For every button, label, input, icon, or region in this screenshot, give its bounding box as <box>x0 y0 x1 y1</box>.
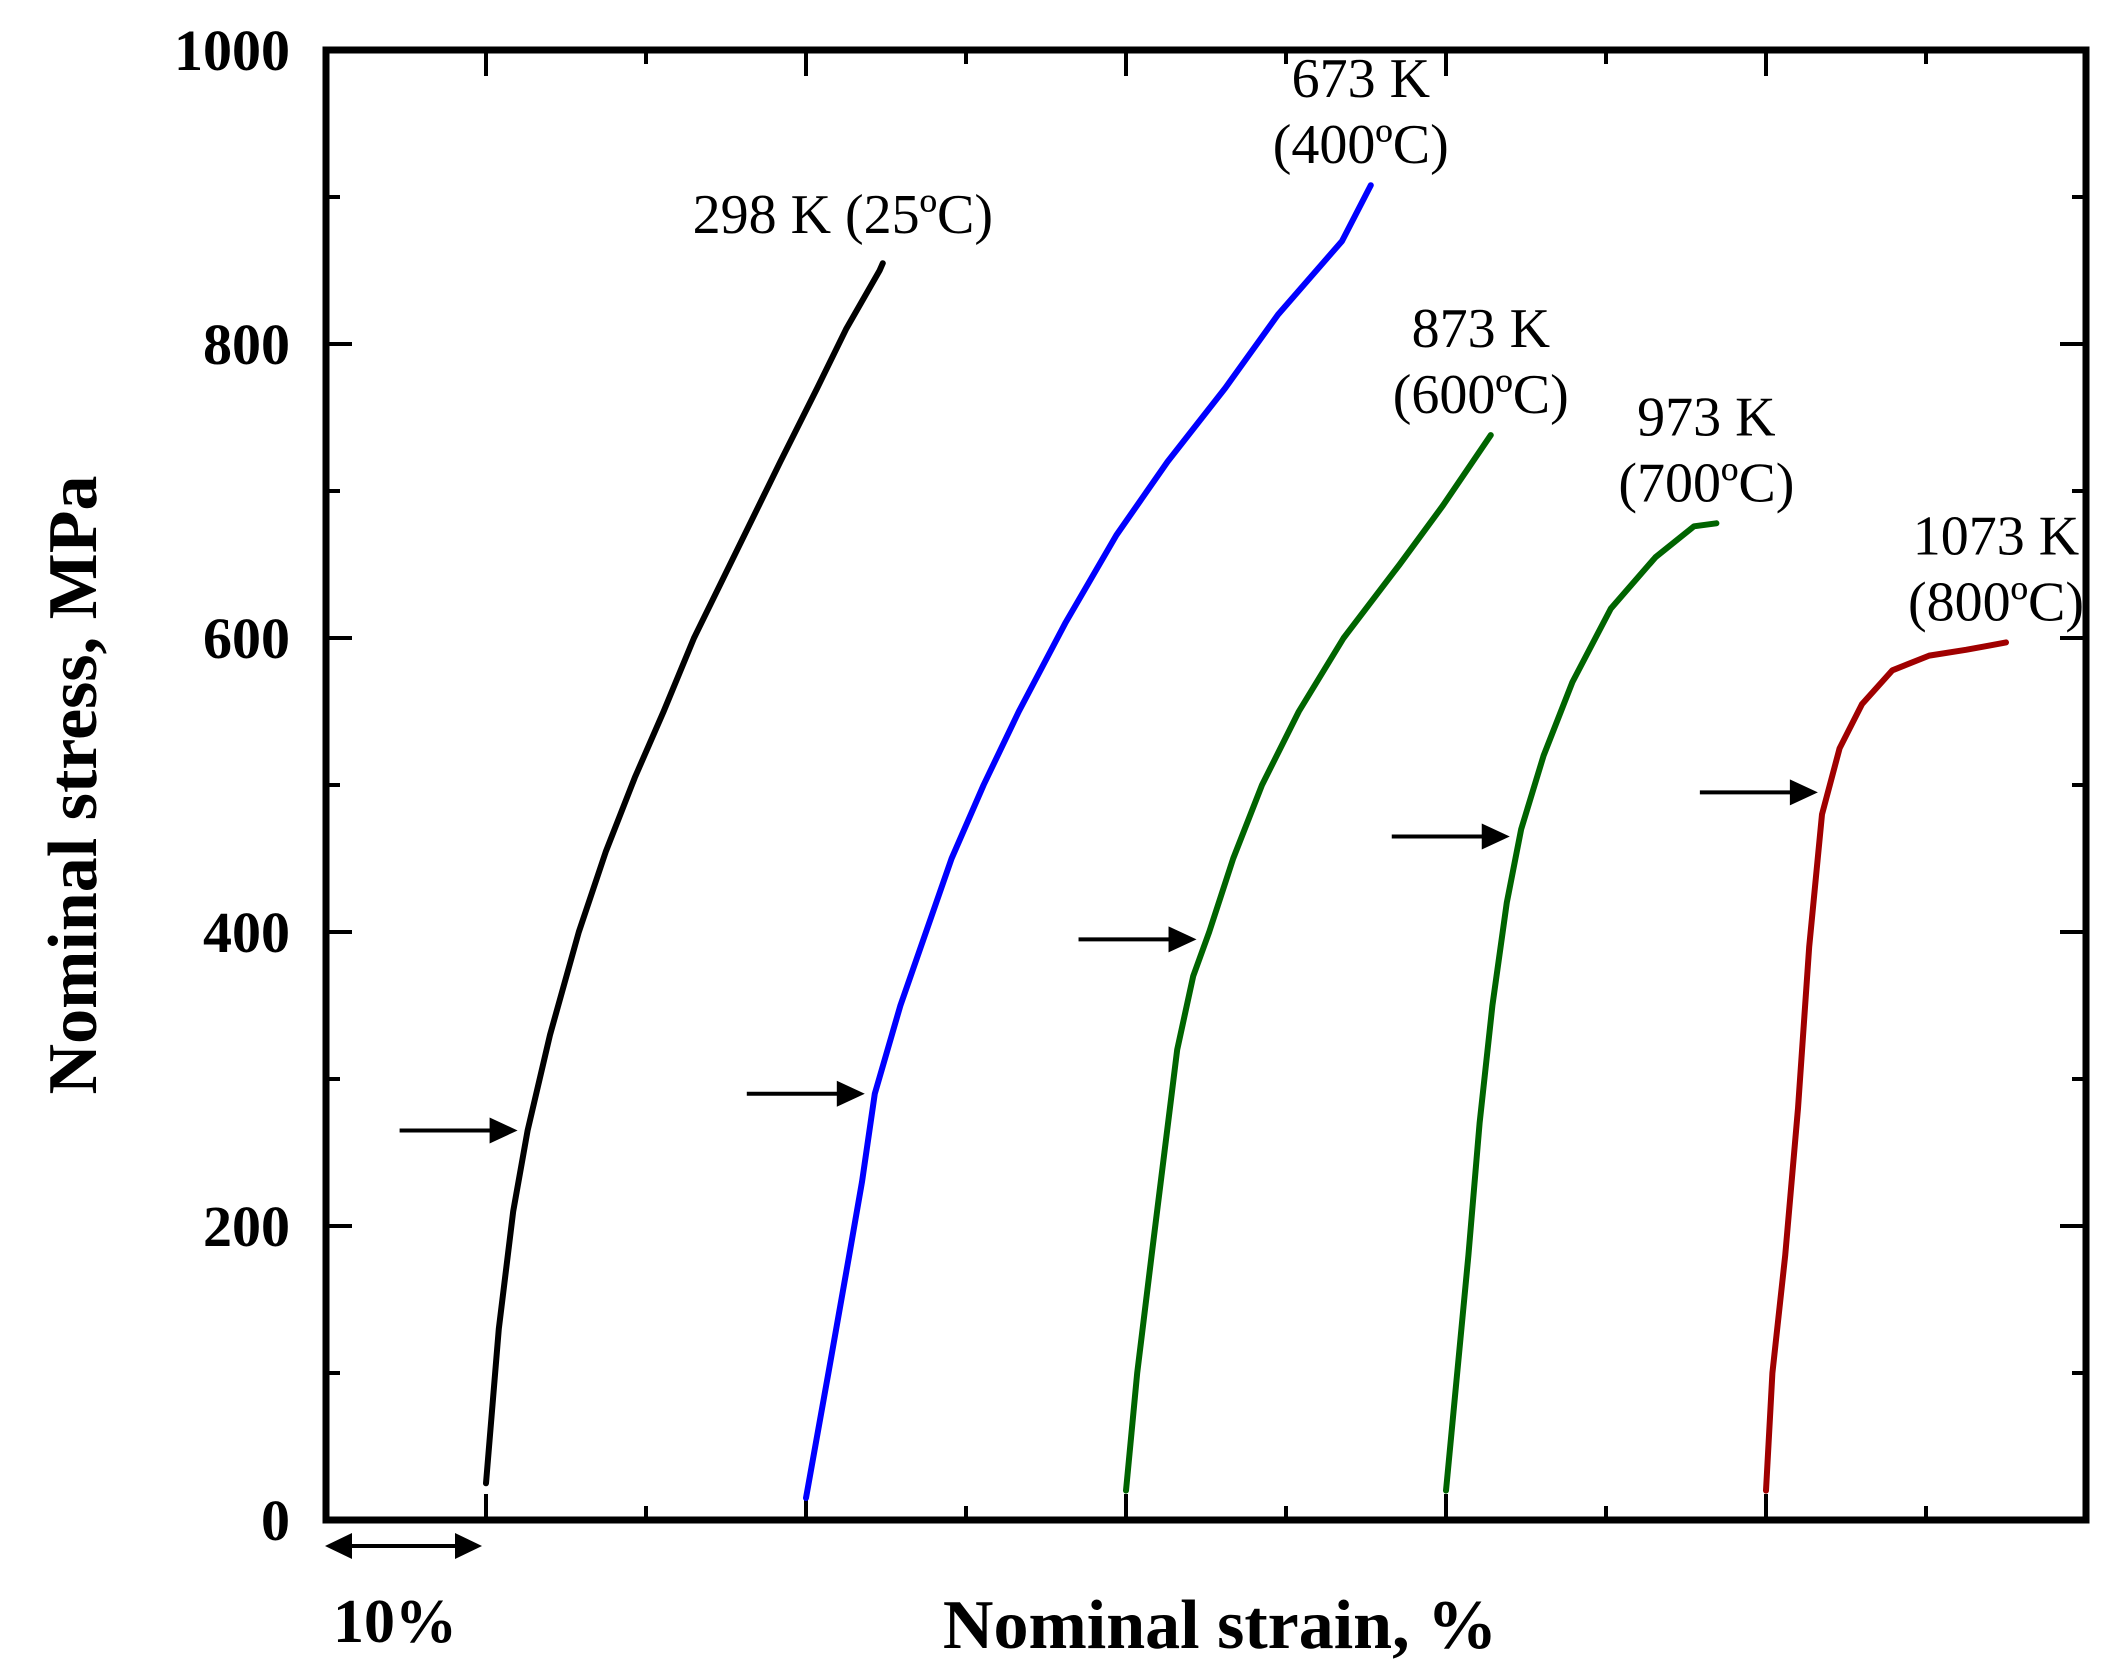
yield-arrows <box>399 779 1818 1144</box>
series-labels: 298 K (25ºC) 673 K(400ºC) 873 K(600ºC) 973 … <box>693 48 2084 633</box>
x-axis-title: Nominal strain, % <box>943 1587 1497 1664</box>
yield-arrow-head <box>1481 823 1510 850</box>
scale-bar: 10% <box>325 1533 482 1656</box>
axis-ticks <box>326 48 2086 1522</box>
series-label-1073-k: 1073 K <box>1913 505 2079 567</box>
scale-bar-label: 10% <box>333 1588 457 1656</box>
y-axis-title: Nominal stress, MPa <box>35 476 112 1095</box>
series-line-1073-k <box>1763 639 2009 1494</box>
series-line-673-k <box>803 182 1374 1501</box>
series-label-973-k: (700ºC) <box>1618 452 1794 514</box>
yield-arrow-head <box>836 1080 865 1107</box>
scale-bar-right-arrowhead <box>455 1533 482 1559</box>
yield-arrow-head <box>1789 779 1818 806</box>
series-line-298-k <box>483 260 886 1487</box>
scale-bar-left-arrowhead <box>325 1533 352 1559</box>
y-tick-label: 1000 <box>174 18 290 83</box>
y-tick-labels: 0 200 400 600 800 1000 <box>174 18 290 1553</box>
y-tick-label: 600 <box>203 606 290 671</box>
series-label-1073-k: (800ºC) <box>1908 571 2084 633</box>
series-label-973-k: 973 K <box>1637 386 1775 448</box>
series-line-973-k <box>1443 520 1720 1494</box>
series-layer <box>483 182 2009 1501</box>
plot-frame <box>322 46 2090 1524</box>
series-line-873-k <box>1123 432 1494 1494</box>
series-label-673-k: 673 K <box>1292 48 1430 110</box>
yield-arrow-head <box>489 1117 518 1144</box>
series-label-298-k: 298 K (25ºC) <box>693 184 993 246</box>
yield-arrow-head <box>1168 926 1197 953</box>
series-label-873-k: (600ºC) <box>1393 364 1569 426</box>
y-tick-label: 800 <box>203 312 290 377</box>
series-label-873-k: 873 K <box>1412 298 1550 360</box>
y-tick-label: 200 <box>203 1194 290 1259</box>
y-tick-label: 400 <box>203 900 290 965</box>
series-label-673-k: (400ºC) <box>1273 114 1449 176</box>
y-tick-label: 0 <box>261 1488 290 1553</box>
